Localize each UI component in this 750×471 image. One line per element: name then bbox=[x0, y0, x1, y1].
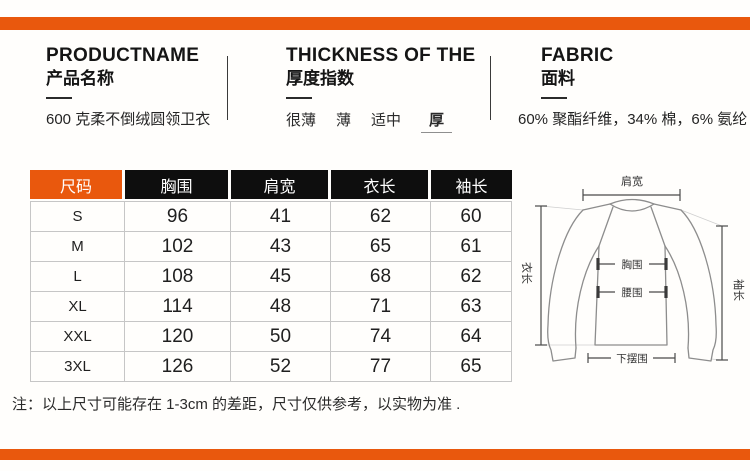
shoulder-width-label: 肩宽 bbox=[621, 174, 643, 188]
table-header-cell: 胸围 bbox=[125, 170, 231, 201]
thickness-option: 厚 bbox=[421, 109, 453, 133]
divider-dash bbox=[541, 97, 567, 99]
guide-lines bbox=[540, 205, 723, 361]
table-cell: M bbox=[30, 232, 125, 262]
product-title-en: PRODUCTNAME bbox=[46, 45, 200, 66]
table-cell: 3XL bbox=[30, 352, 125, 382]
sweater-outline bbox=[547, 198, 717, 362]
table-cell: 63 bbox=[431, 292, 512, 322]
fabric-title-en: FABRIC bbox=[541, 45, 614, 66]
table-row: XXL 120 50 74 64 bbox=[30, 322, 512, 352]
bottom-accent-bar bbox=[0, 449, 750, 460]
section-divider bbox=[490, 56, 491, 120]
table-row: 3XL 126 52 77 65 bbox=[30, 352, 512, 382]
section-product-name: PRODUCTNAME 产品名称 600 克柔不倒绒圆领卫衣 bbox=[46, 45, 210, 129]
product-name-value: 600 克柔不倒绒圆领卫衣 bbox=[46, 111, 211, 128]
size-table: 尺码 胸围 肩宽 衣长 袖长 S 96 41 62 60 M 102 43 65 61 L 108 45 68 62… bbox=[30, 170, 512, 382]
table-cell: 48 bbox=[231, 292, 331, 322]
thickness-title-en: THICKNESS OF THE bbox=[286, 45, 476, 66]
fabric-title-cn: 面料 bbox=[541, 69, 575, 88]
divider-dash bbox=[46, 97, 72, 99]
section-divider bbox=[227, 56, 228, 120]
table-cell: 61 bbox=[431, 232, 512, 262]
table-cell: 65 bbox=[331, 232, 431, 262]
table-cell: L bbox=[30, 262, 125, 292]
table-row: XL 114 48 71 63 bbox=[30, 292, 512, 322]
measurement-lines bbox=[535, 189, 728, 363]
product-title-cn: 产品名称 bbox=[46, 69, 114, 88]
section-fabric: FABRIC 面料 60% 聚酯纤维，34% 棉，6% 氨纶 bbox=[518, 45, 747, 129]
divider-dash bbox=[286, 97, 312, 99]
table-header-cell: 肩宽 bbox=[231, 170, 331, 201]
fabric-value: 60% 聚酯纤维，34% 棉，6% 氨纶 bbox=[518, 111, 748, 128]
table-header-cell: 衣长 bbox=[331, 170, 431, 201]
table-cell: 52 bbox=[231, 352, 331, 382]
table-cell: XXL bbox=[30, 322, 125, 352]
table-cell: 120 bbox=[125, 322, 231, 352]
table-cell: 74 bbox=[331, 322, 431, 352]
section-thickness: THICKNESS OF THE 厚度指数 很薄 薄 适中 厚 bbox=[286, 45, 476, 133]
table-cell: 50 bbox=[231, 322, 331, 352]
garment-length-label: 衣长 bbox=[520, 262, 534, 284]
table-cell: 108 bbox=[125, 262, 231, 292]
table-cell: XL bbox=[30, 292, 125, 322]
thickness-option: 适中 bbox=[371, 112, 402, 129]
waist-label: 腰围 bbox=[622, 287, 643, 299]
table-row: M 102 43 65 61 bbox=[30, 232, 512, 262]
table-cell: 65 bbox=[431, 352, 512, 382]
thickness-title-cn: 厚度指数 bbox=[286, 69, 354, 88]
table-cell: 41 bbox=[231, 201, 331, 232]
table-cell: 102 bbox=[125, 232, 231, 262]
table-cell: 96 bbox=[125, 201, 231, 232]
top-accent-bar bbox=[0, 17, 750, 30]
table-cell: 71 bbox=[331, 292, 431, 322]
table-cell: 45 bbox=[231, 262, 331, 292]
thickness-option: 很薄 bbox=[286, 112, 317, 129]
table-row: L 108 45 68 62 bbox=[30, 262, 512, 292]
thickness-option: 薄 bbox=[336, 112, 352, 129]
table-cell: S bbox=[30, 201, 125, 232]
thick-ticks bbox=[596, 258, 668, 298]
table-cell: 60 bbox=[431, 201, 512, 232]
table-row: S 96 41 62 60 bbox=[30, 201, 512, 232]
table-cell: 77 bbox=[331, 352, 431, 382]
size-note: 注：以上尺寸可能存在 1-3cm 的差距，尺寸仅供参考，以实物为准 . bbox=[12, 396, 461, 413]
table-cell: 114 bbox=[125, 292, 231, 322]
hem-label: 下摆围 bbox=[616, 352, 648, 365]
table-header-cell: 尺码 bbox=[30, 170, 125, 201]
table-cell: 62 bbox=[331, 201, 431, 232]
sweater-measurement-diagram: 肩宽 衣长 袖长 胸围 腰围 下摆围 bbox=[520, 174, 746, 365]
label-backgrounds bbox=[611, 257, 653, 364]
table-cell: 126 bbox=[125, 352, 231, 382]
table-header-row: 尺码 胸围 肩宽 衣长 袖长 bbox=[30, 170, 512, 201]
chest-label: 胸围 bbox=[622, 258, 643, 271]
sleeve-length-label: 袖长 bbox=[732, 279, 746, 301]
table-cell: 43 bbox=[231, 232, 331, 262]
table-cell: 64 bbox=[431, 322, 512, 352]
thickness-options: 很薄 薄 适中 厚 bbox=[286, 109, 476, 133]
table-cell: 62 bbox=[431, 262, 512, 292]
table-cell: 68 bbox=[331, 262, 431, 292]
table-header-cell: 袖长 bbox=[431, 170, 512, 201]
